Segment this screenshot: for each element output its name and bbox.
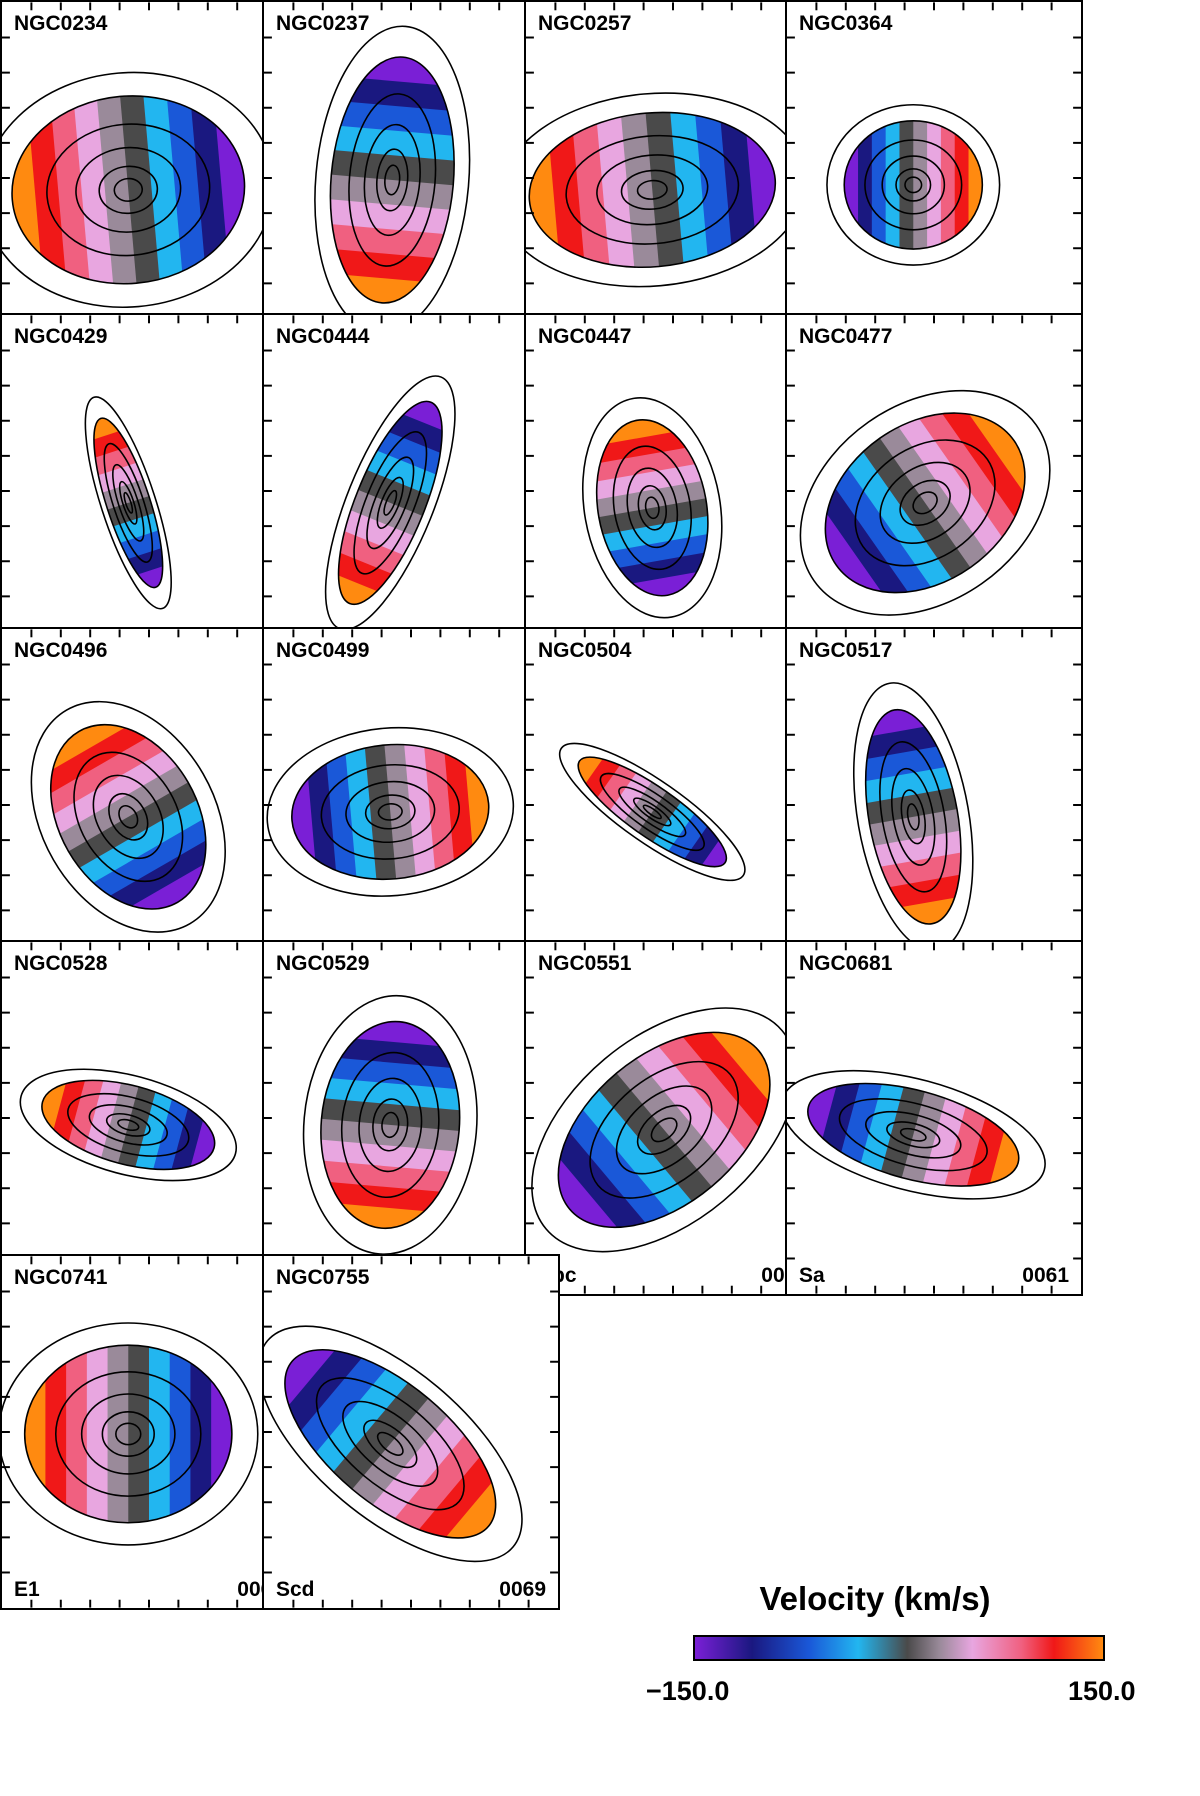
velocity-map bbox=[526, 942, 820, 1294]
axis-ticks bbox=[787, 942, 1081, 1294]
galaxy-panel: NGC0528S00050 bbox=[0, 940, 298, 1296]
velocity-map bbox=[526, 315, 820, 667]
isophote-contours bbox=[264, 1325, 523, 1563]
galaxy-panel: NGC0681 Sa 0061 bbox=[785, 940, 1083, 1296]
galaxy-name: NGC0429 bbox=[14, 325, 108, 348]
velocity-field bbox=[583, 410, 722, 605]
velocity-field bbox=[526, 102, 782, 278]
colorbar-max-label: 150.0 bbox=[1068, 1676, 1136, 1706]
morphology-type: E1 bbox=[14, 1578, 40, 1601]
isophote-contours bbox=[787, 1069, 1046, 1200]
galaxy-panel: NGC0477Sbc0042 bbox=[785, 313, 1083, 669]
galaxy-panel: NGC0257Sc0033 bbox=[524, 0, 822, 356]
isophote-contours bbox=[324, 375, 456, 631]
velocity-map bbox=[264, 629, 558, 981]
galaxy-panel: NGC0364E70035 bbox=[785, 0, 1083, 356]
galaxy-name: NGC0528 bbox=[14, 952, 108, 975]
panel-id: 0069 bbox=[499, 1578, 546, 1601]
velocity-field bbox=[317, 389, 463, 617]
isophote-contours bbox=[558, 742, 746, 882]
galaxy-panel: NGC0551Sbc0052 bbox=[524, 940, 822, 1296]
galaxy-panel: NGC0499E50044 bbox=[262, 627, 560, 983]
galaxy-panel: NGC0496Scd0045 bbox=[0, 627, 298, 983]
velocity-field bbox=[286, 736, 495, 888]
velocity-field bbox=[320, 51, 464, 309]
legend-title: Velocity (km/s) bbox=[759, 1580, 991, 1617]
velocity-map bbox=[2, 2, 296, 354]
morphology-type: Sa bbox=[799, 1264, 825, 1287]
galaxy-name: NGC0477 bbox=[799, 325, 893, 348]
axis-ticks bbox=[2, 315, 296, 667]
isophote-contours bbox=[19, 1068, 238, 1182]
galaxy-panel: NGC0429Sa0036 bbox=[0, 313, 298, 669]
galaxy-name: NGC0755 bbox=[276, 1266, 370, 1289]
velocity-map bbox=[264, 2, 558, 354]
galaxy-panel: NGC0755 Scd 0069 bbox=[262, 1254, 560, 1610]
velocity-field bbox=[526, 993, 807, 1266]
isophote-contours bbox=[84, 396, 172, 610]
isophote-contours bbox=[581, 397, 723, 619]
velocity-map bbox=[526, 2, 820, 354]
axis-ticks bbox=[264, 1256, 558, 1608]
galaxy-name: NGC0364 bbox=[799, 12, 893, 35]
isophote-contours bbox=[2, 1322, 259, 1546]
galaxy-name: NGC0517 bbox=[799, 639, 893, 662]
galaxy-name: NGC0234 bbox=[14, 12, 108, 35]
velocity-field bbox=[80, 411, 177, 594]
velocity-map bbox=[2, 1256, 296, 1608]
galaxy-panel: NGC0447Sa0038 bbox=[524, 313, 822, 669]
galaxy-panel: NGC0504S00046 bbox=[524, 627, 822, 983]
galaxy-panel: NGC0444Scd0039 bbox=[262, 313, 560, 669]
galaxy-name: NGC0529 bbox=[276, 952, 370, 975]
galaxy-name: NGC0504 bbox=[538, 639, 632, 662]
galaxy-panel: NGC0741 E1 0068 bbox=[0, 1254, 298, 1610]
velocity-field bbox=[264, 1316, 527, 1572]
galaxy-name: NGC0551 bbox=[538, 952, 632, 975]
velocity-map bbox=[526, 629, 820, 981]
galaxy-name: NGC0496 bbox=[14, 639, 108, 662]
galaxy-name: NGC0681 bbox=[799, 952, 893, 975]
isophote-contours bbox=[266, 726, 515, 897]
velocity-map bbox=[264, 942, 558, 1294]
isophote-contours bbox=[302, 994, 478, 1255]
velocity-field bbox=[790, 375, 1060, 630]
velocity-map bbox=[787, 942, 1081, 1294]
velocity-colorbar bbox=[693, 1635, 1105, 1661]
isophote-contours bbox=[531, 1007, 798, 1253]
isophote-contours bbox=[799, 389, 1051, 616]
galaxy-panel: NGC0517S00047 bbox=[785, 627, 1083, 983]
velocity-map bbox=[2, 942, 296, 1294]
galaxy-panel: NGC0529E40051 bbox=[262, 940, 560, 1296]
galaxy-name: NGC0499 bbox=[276, 639, 370, 662]
velocity-map bbox=[787, 629, 1081, 981]
morphology-type: Scd bbox=[276, 1578, 315, 1601]
galaxy-panel: NGC0234Sc0031 bbox=[0, 0, 298, 356]
velocity-map bbox=[264, 315, 558, 667]
galaxy-name: NGC0447 bbox=[538, 325, 632, 348]
galaxy-name: NGC0257 bbox=[538, 12, 632, 35]
panel-id: 0061 bbox=[1022, 1264, 1069, 1287]
velocity-map bbox=[787, 315, 1081, 667]
velocity-field bbox=[796, 1063, 1030, 1206]
galaxy-name: NGC0237 bbox=[276, 12, 370, 35]
velocity-map bbox=[2, 629, 296, 981]
colorbar-min-label: −150.0 bbox=[646, 1676, 730, 1706]
galaxy-name: NGC0444 bbox=[276, 325, 370, 348]
galaxy-panel: NGC0237Sc0030 bbox=[262, 0, 560, 356]
velocity-map bbox=[264, 1256, 558, 1608]
velocity-map bbox=[2, 315, 296, 667]
velocity-map bbox=[787, 2, 1081, 354]
isophote-contours bbox=[826, 103, 1001, 266]
velocity-field bbox=[565, 740, 740, 884]
velocity-legend: Velocity (km/s) −150.0 150.0 bbox=[640, 1580, 1140, 1740]
isophote-contours bbox=[30, 700, 226, 933]
galaxy-name: NGC0741 bbox=[14, 1266, 108, 1289]
